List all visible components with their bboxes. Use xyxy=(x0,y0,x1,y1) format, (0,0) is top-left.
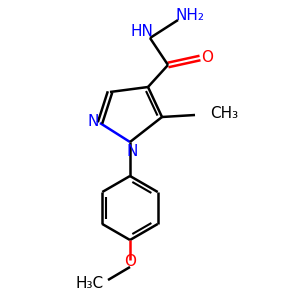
Text: O: O xyxy=(124,254,136,269)
Text: HN: HN xyxy=(130,23,153,38)
Text: NH₂: NH₂ xyxy=(176,8,205,22)
Text: CH₃: CH₃ xyxy=(210,106,238,121)
Text: H₃C: H₃C xyxy=(76,277,104,292)
Text: O: O xyxy=(201,50,213,65)
Text: N: N xyxy=(87,113,99,128)
Text: N: N xyxy=(126,143,138,158)
